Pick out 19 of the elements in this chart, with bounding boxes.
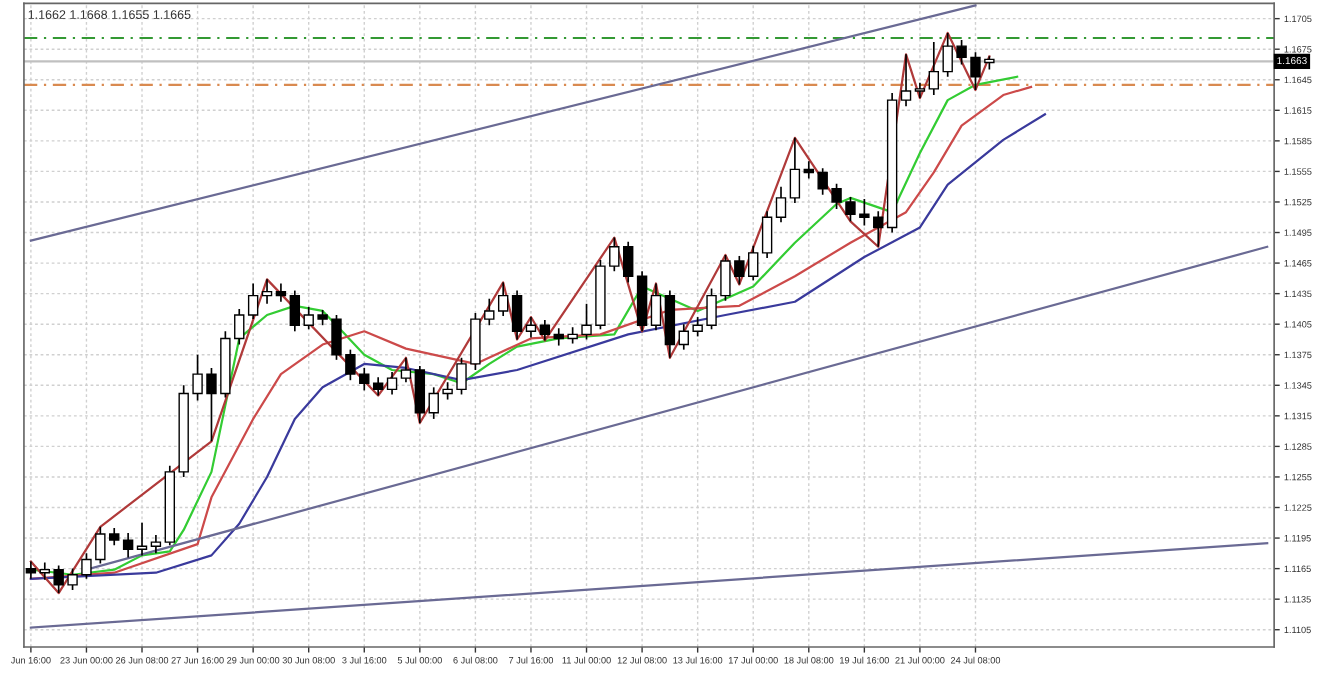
candlestick — [650, 282, 662, 332]
candlestick — [414, 365, 426, 424]
candlestick — [775, 185, 787, 224]
candlestick — [525, 316, 537, 339]
candlestick — [400, 356, 412, 384]
candlestick — [247, 282, 259, 320]
candlestick — [136, 521, 148, 557]
candlestick — [150, 534, 162, 555]
candlestick — [900, 53, 912, 108]
candlestick — [386, 371, 398, 396]
candlestick — [511, 289, 523, 341]
candlestick — [372, 376, 384, 397]
candlestick — [25, 560, 37, 580]
candlestick — [122, 532, 134, 559]
candlestick — [261, 278, 273, 305]
candlestick — [275, 282, 287, 303]
candlestick — [761, 210, 773, 259]
candlestick — [789, 136, 801, 204]
candlestick — [539, 319, 551, 342]
